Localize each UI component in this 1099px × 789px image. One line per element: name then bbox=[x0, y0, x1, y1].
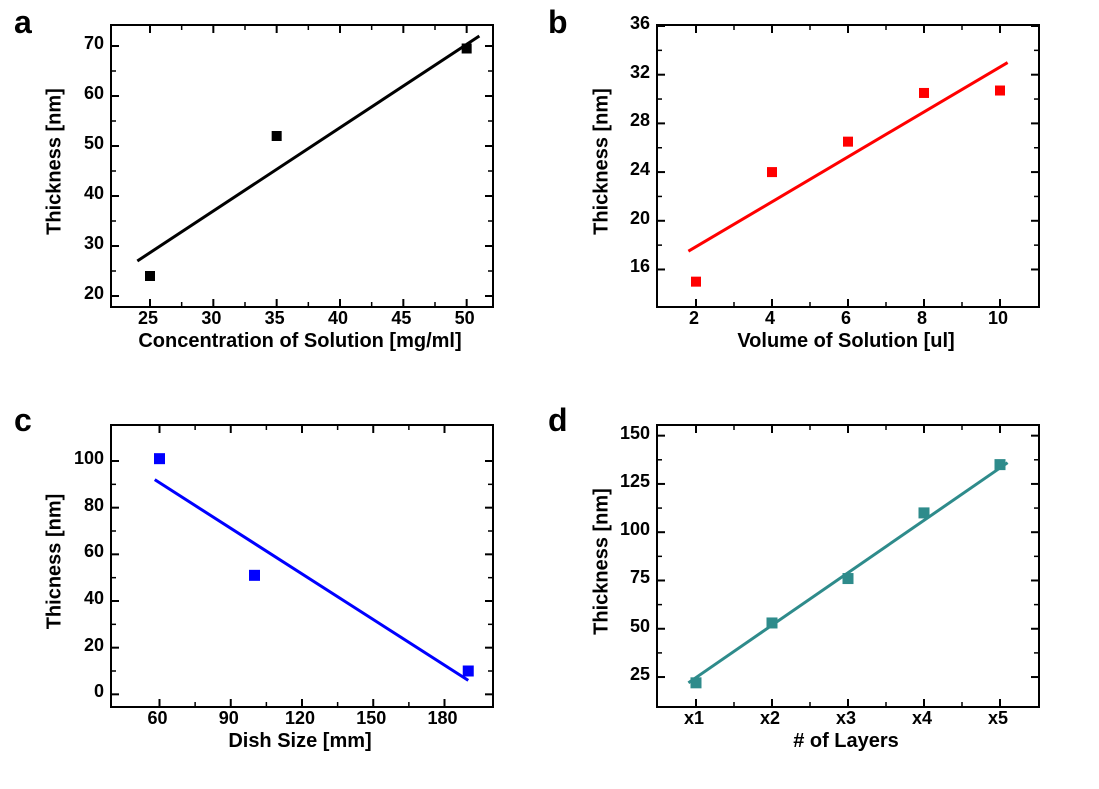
panel-label-b: b bbox=[548, 4, 568, 41]
xlabel-d: # of Layers bbox=[656, 730, 1036, 753]
xtick-label: 25 bbox=[123, 308, 173, 329]
plot-b bbox=[656, 24, 1040, 308]
chart-svg-b bbox=[658, 26, 1038, 306]
xtick-label: 6 bbox=[821, 308, 871, 329]
panel-label-c: c bbox=[14, 402, 32, 439]
chart-svg-c bbox=[112, 426, 492, 706]
xlabel-a: Concentration of Solution [mg/ml] bbox=[110, 330, 490, 353]
xtick-label: 60 bbox=[133, 708, 183, 729]
ytick-label: 0 bbox=[60, 681, 104, 702]
ytick-label: 20 bbox=[60, 635, 104, 656]
ytick-label: 60 bbox=[60, 541, 104, 562]
ytick-label: 40 bbox=[60, 183, 104, 204]
xtick-label: 120 bbox=[275, 708, 325, 729]
ytick-label: 60 bbox=[60, 83, 104, 104]
xtick-label: 10 bbox=[973, 308, 1023, 329]
chart-svg-a bbox=[112, 26, 492, 306]
xtick-label: 35 bbox=[250, 308, 300, 329]
plot-c bbox=[110, 424, 494, 708]
ytick-label: 20 bbox=[60, 283, 104, 304]
xtick-label: 90 bbox=[204, 708, 254, 729]
xtick-label: 8 bbox=[897, 308, 947, 329]
ylabel-b: Thickness [nm] bbox=[591, 22, 614, 302]
xtick-label: x5 bbox=[973, 708, 1023, 729]
ytick-label: 30 bbox=[60, 233, 104, 254]
xtick-label: 30 bbox=[186, 308, 236, 329]
xtick-label: 2 bbox=[669, 308, 719, 329]
xtick-label: 180 bbox=[418, 708, 468, 729]
ylabel-d: Thickness [nm] bbox=[591, 422, 614, 702]
xtick-label: x2 bbox=[745, 708, 795, 729]
xtick-label: 40 bbox=[313, 308, 363, 329]
plot-d bbox=[656, 424, 1040, 708]
panel-label-a: a bbox=[14, 4, 32, 41]
xtick-label: 45 bbox=[376, 308, 426, 329]
ytick-label: 40 bbox=[60, 588, 104, 609]
xtick-label: x3 bbox=[821, 708, 871, 729]
ytick-label: 100 bbox=[60, 448, 104, 469]
chart-svg-d bbox=[658, 426, 1038, 706]
ylabel-c: Thicness [nm] bbox=[44, 422, 67, 702]
panel-label-d: d bbox=[548, 402, 568, 439]
ytick-label: 70 bbox=[60, 33, 104, 54]
xlabel-c: Dish Size [mm] bbox=[110, 730, 490, 753]
xtick-label: 4 bbox=[745, 308, 795, 329]
xtick-label: 50 bbox=[440, 308, 490, 329]
xtick-label: 150 bbox=[346, 708, 396, 729]
xtick-label: x1 bbox=[669, 708, 719, 729]
ytick-label: 50 bbox=[60, 133, 104, 154]
ylabel-a: Thickness [nm] bbox=[44, 22, 67, 302]
xlabel-b: Volume of Solution [ul] bbox=[656, 330, 1036, 353]
ytick-label: 80 bbox=[60, 495, 104, 516]
plot-a bbox=[110, 24, 494, 308]
xtick-label: x4 bbox=[897, 708, 947, 729]
figure-grid: a 253035404550203040506070 Thickness [nm… bbox=[0, 0, 1099, 789]
